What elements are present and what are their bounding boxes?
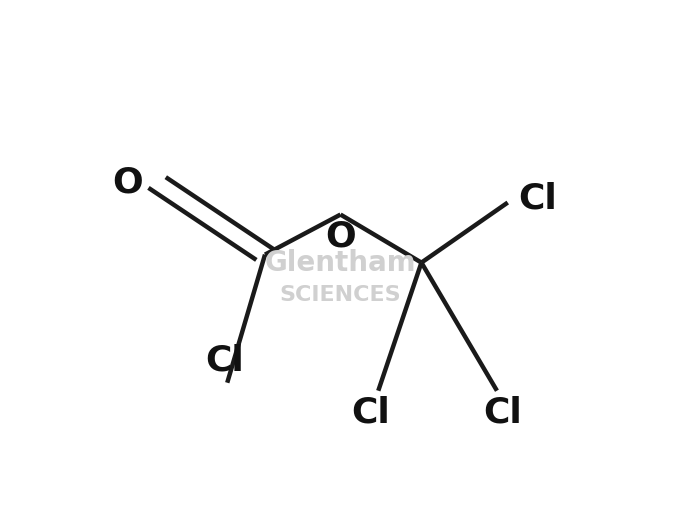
Text: O: O bbox=[112, 165, 143, 200]
Text: Cl: Cl bbox=[483, 396, 522, 430]
Text: Cl: Cl bbox=[518, 181, 557, 215]
Text: Cl: Cl bbox=[351, 396, 390, 430]
Text: SCIENCES: SCIENCES bbox=[280, 284, 402, 305]
Text: Cl: Cl bbox=[205, 344, 244, 378]
Text: Glentham: Glentham bbox=[264, 249, 416, 277]
Text: O: O bbox=[325, 219, 356, 254]
